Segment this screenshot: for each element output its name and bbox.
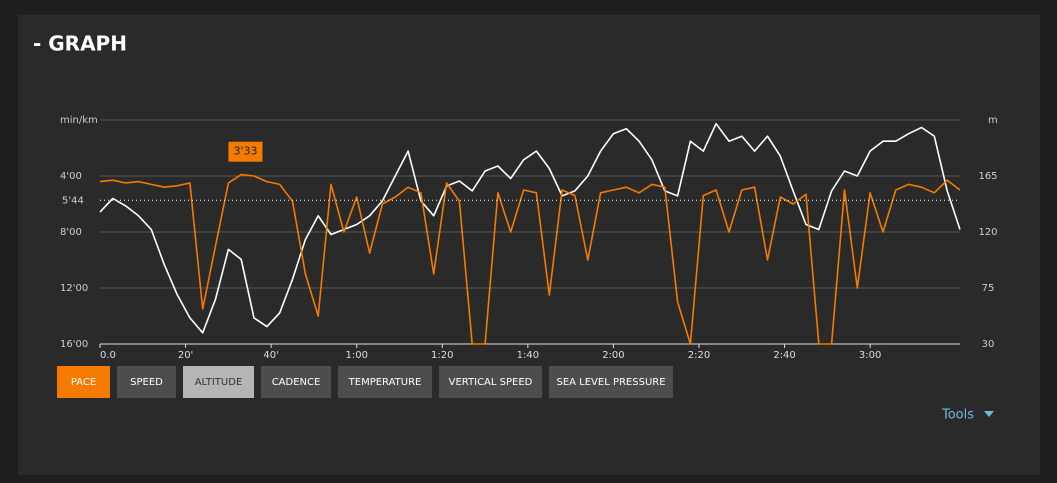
tab-button[interactable]: [338, 366, 432, 398]
tab-label[interactable]: PACE: [71, 377, 96, 388]
tab-label[interactable]: VERTICAL SPEED: [449, 377, 533, 388]
x-tick-label: 3:00: [859, 350, 881, 361]
x-tick-label: 20': [178, 350, 193, 361]
x-tick-label: 1:40: [517, 350, 539, 361]
x-tick-label: 2:00: [602, 350, 624, 361]
tab-label[interactable]: CADENCE: [272, 377, 321, 388]
tab-button[interactable]: [57, 366, 110, 398]
y2-axis-unit: m: [988, 115, 998, 126]
series-line: [99, 173, 961, 345]
average-label: 5'44: [62, 195, 84, 206]
x-tick-label: 1:00: [345, 350, 367, 361]
tab-button[interactable]: [117, 366, 176, 398]
annotation-box: [228, 141, 263, 162]
tab-button[interactable]: [183, 366, 254, 398]
tools-link[interactable]: Tools: [941, 408, 974, 423]
section-title[interactable]: - GRAPH: [33, 32, 127, 56]
series-line: [99, 122, 961, 334]
tab-button[interactable]: [439, 366, 542, 398]
tab-label[interactable]: SEA LEVEL PRESSURE: [556, 377, 665, 388]
tools-caret[interactable]: [984, 411, 994, 417]
y-tick-label: 12'00: [60, 283, 88, 294]
x-tick-label: 0.0: [100, 350, 116, 361]
tab-label[interactable]: ALTITUDE: [195, 377, 243, 388]
annotation-label: 3'33: [233, 145, 257, 158]
y-tick-label: 8'00: [60, 227, 82, 238]
y2-tick-label: 75: [982, 283, 995, 294]
y2-tick-label: 120: [978, 227, 997, 238]
x-tick-label: 40': [263, 350, 278, 361]
x-tick-label: 1:20: [431, 350, 453, 361]
tab-button[interactable]: [261, 366, 331, 398]
tab-button[interactable]: [549, 366, 673, 398]
y2-tick-label: 30: [982, 339, 995, 350]
x-tick-label: 2:20: [688, 350, 710, 361]
tab-label[interactable]: TEMPERATURE: [348, 377, 422, 388]
tab-label[interactable]: SPEED: [130, 377, 163, 388]
x-tick-label: 2:40: [773, 350, 795, 361]
y-tick-label: 16'00: [60, 339, 88, 350]
y-axis-unit: min/km: [60, 115, 98, 126]
y-tick-label: 4'00: [60, 171, 82, 182]
panel-bg: [18, 15, 1040, 475]
y2-tick-label: 165: [978, 171, 997, 182]
